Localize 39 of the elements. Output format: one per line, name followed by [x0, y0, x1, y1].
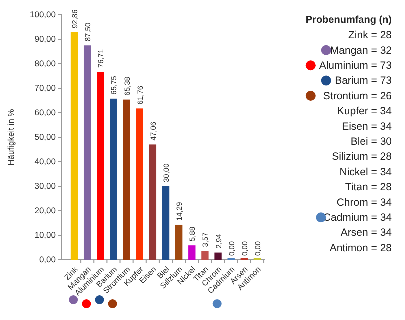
- y-tick-label: 70,00: [34, 83, 56, 94]
- text: Blei = 30: [350, 136, 392, 148]
- bar: [188, 246, 196, 260]
- text: Antimon = 28: [330, 242, 392, 254]
- text: Eisen = 34: [342, 120, 392, 133]
- y-tick-label: 10,00: [34, 230, 56, 240]
- bar: [202, 251, 209, 260]
- y-tick-label: 60,00: [34, 108, 56, 118]
- bar: [84, 46, 92, 260]
- text: Kupfer = 34: [337, 106, 392, 118]
- y-tick-label: 90,00: [34, 34, 56, 44]
- text: Aluminium = 73: [319, 60, 392, 72]
- text: Strontium = 26: [323, 90, 392, 102]
- text: Barium = 73: [335, 75, 392, 88]
- text: Silizium = 28: [332, 151, 392, 164]
- y-tick-label: 100,00: [30, 10, 56, 20]
- bar: [70, 32, 78, 260]
- bar: [214, 252, 222, 260]
- text: Arsen = 34: [340, 227, 392, 240]
- bar: [97, 72, 104, 260]
- text: Zink = 28: [348, 30, 392, 42]
- text: Chrom = 34: [336, 196, 392, 209]
- y-tick-label: 50,00: [34, 132, 56, 142]
- y-tick-label: 40,00: [34, 156, 56, 167]
- y-tick-label: 20,00: [34, 206, 56, 216]
- text: Nickel = 34: [340, 166, 392, 178]
- bar: [175, 224, 183, 260]
- bar: [162, 186, 170, 260]
- text: Mangan = 32: [330, 44, 392, 57]
- bar: [136, 108, 144, 260]
- text: Probenumfang (n): [306, 15, 392, 26]
- text: Titan = 28: [345, 182, 392, 194]
- bar: [110, 98, 118, 260]
- y-axis-title: Häufigkeit in %: [6, 108, 16, 166]
- y-tick-label: 0,00: [39, 254, 56, 265]
- y-tick-label: 30,00: [34, 181, 56, 192]
- bar: [149, 144, 157, 260]
- bar: [123, 100, 130, 260]
- y-tick-label: 80,00: [34, 58, 56, 69]
